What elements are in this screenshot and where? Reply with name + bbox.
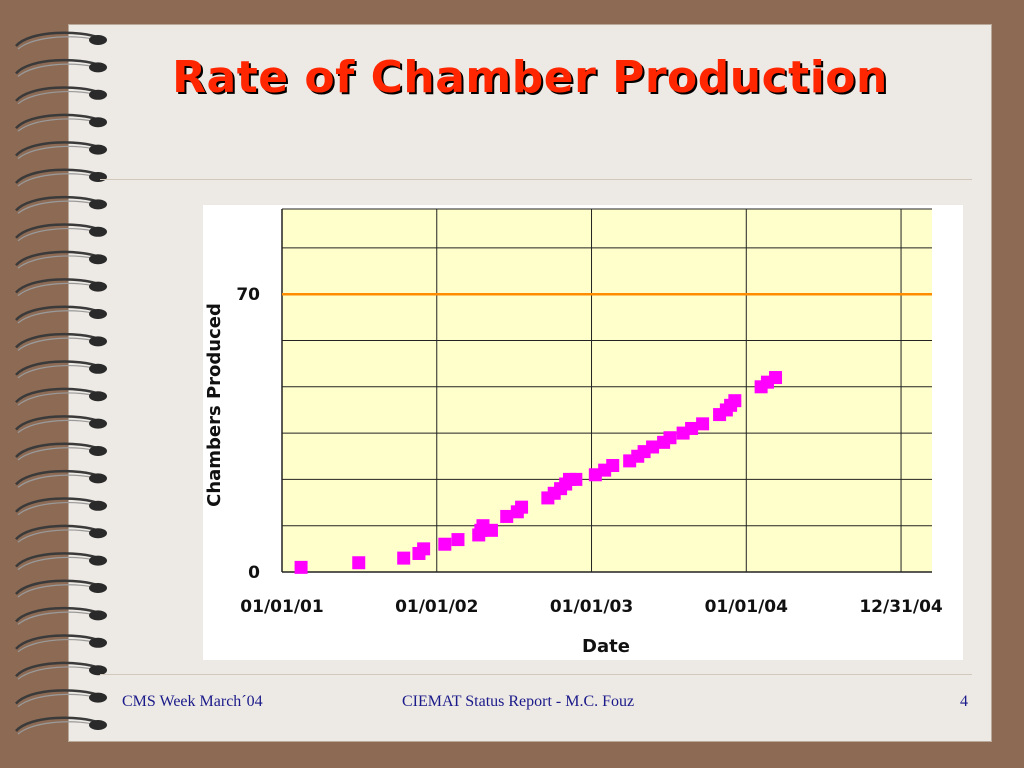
binding-ring [15,387,101,404]
binding-hole [89,528,107,539]
binding-hole [89,583,107,593]
binding-ring [15,661,101,678]
binding-hole [89,418,107,429]
data-point [728,394,742,408]
page-number: 4 [960,693,968,710]
title-divider [100,179,972,180]
binding-ring [15,223,101,239]
binding-hole [89,446,107,456]
binding-ring [15,141,101,157]
binding-ring [15,579,101,595]
x-tick-label: 01/01/04 [705,597,789,617]
binding-hole [89,610,107,621]
y-tick-label: 70 [236,285,260,305]
binding-ring [15,442,101,458]
binding-hole [89,62,107,73]
y-tick-labels: 0 70 [236,285,260,583]
binding-ring [15,552,101,568]
binding-hole [89,391,107,402]
data-points [294,371,783,574]
binding-ring [15,113,101,130]
binding-hole [89,555,107,566]
y-axis-title: Chambers Produced [204,303,225,507]
data-point [685,421,699,435]
data-point [646,440,660,454]
data-point [606,459,620,473]
x-tick-label: 01/01/01 [240,597,323,617]
binding-ring [15,360,101,376]
binding-hole [89,637,107,648]
data-point [663,431,677,445]
binding-ring [15,31,101,47]
data-point [294,560,308,574]
binding-ring [15,332,101,349]
data-point [484,523,498,537]
binding-ring [15,278,101,294]
binding-hole [89,172,107,182]
data-point [569,472,583,486]
footer-divider [100,674,972,675]
binding-hole [89,336,107,347]
x-tick-label: 01/01/03 [550,597,633,617]
binding-hole [89,226,107,237]
data-point [397,551,411,565]
binding-hole [89,281,107,292]
binding-hole [89,363,107,374]
binding-ring [15,469,101,486]
x-axis-title: Date [582,636,630,657]
data-point [417,542,431,556]
binding-hole [89,500,107,511]
data-point [769,371,783,385]
binding-hole [89,692,107,703]
binding-ring [15,716,101,732]
data-point [515,500,529,514]
y-tick-label: 0 [248,563,260,583]
binding-ring [15,497,101,513]
x-tick-label: 12/31/04 [859,597,943,617]
binding-ring [15,689,101,705]
binding-hole [89,473,107,484]
binding-ring [15,634,101,650]
footer-event: CMS Week March´04 [122,693,263,710]
spiral-binding [15,31,107,735]
binding-ring [15,305,101,321]
binding-hole [89,89,107,100]
data-point [696,417,710,431]
plot-area [282,209,932,572]
binding-hole [89,144,107,155]
x-tick-label: 01/01/02 [395,597,478,617]
binding-hole [89,254,107,265]
data-point [500,509,514,523]
chamber-production-chart: 0 70 01/01/01 01/01/02 01/01/03 01/01/04 12/3… [203,205,963,660]
binding-hole [89,720,107,730]
binding-ring [15,415,101,431]
binding-ring [15,168,101,184]
binding-ring [15,606,101,623]
binding-hole [89,35,107,45]
binding-hole [89,665,107,676]
data-point [438,537,452,551]
binding-ring [15,250,101,267]
binding-ring [15,195,101,212]
binding-hole [89,199,107,210]
x-tick-labels: 01/01/01 01/01/02 01/01/03 01/01/04 12/31/04 [240,597,943,617]
binding-ring [15,524,101,541]
footer-report-title: CIEMAT Status Report - M.C. Fouz [402,693,635,710]
data-point [451,533,465,547]
binding-hole [89,117,107,128]
data-point [352,556,366,570]
binding-hole [89,309,107,319]
slide-title: Rate of Chamber Production [172,52,888,103]
